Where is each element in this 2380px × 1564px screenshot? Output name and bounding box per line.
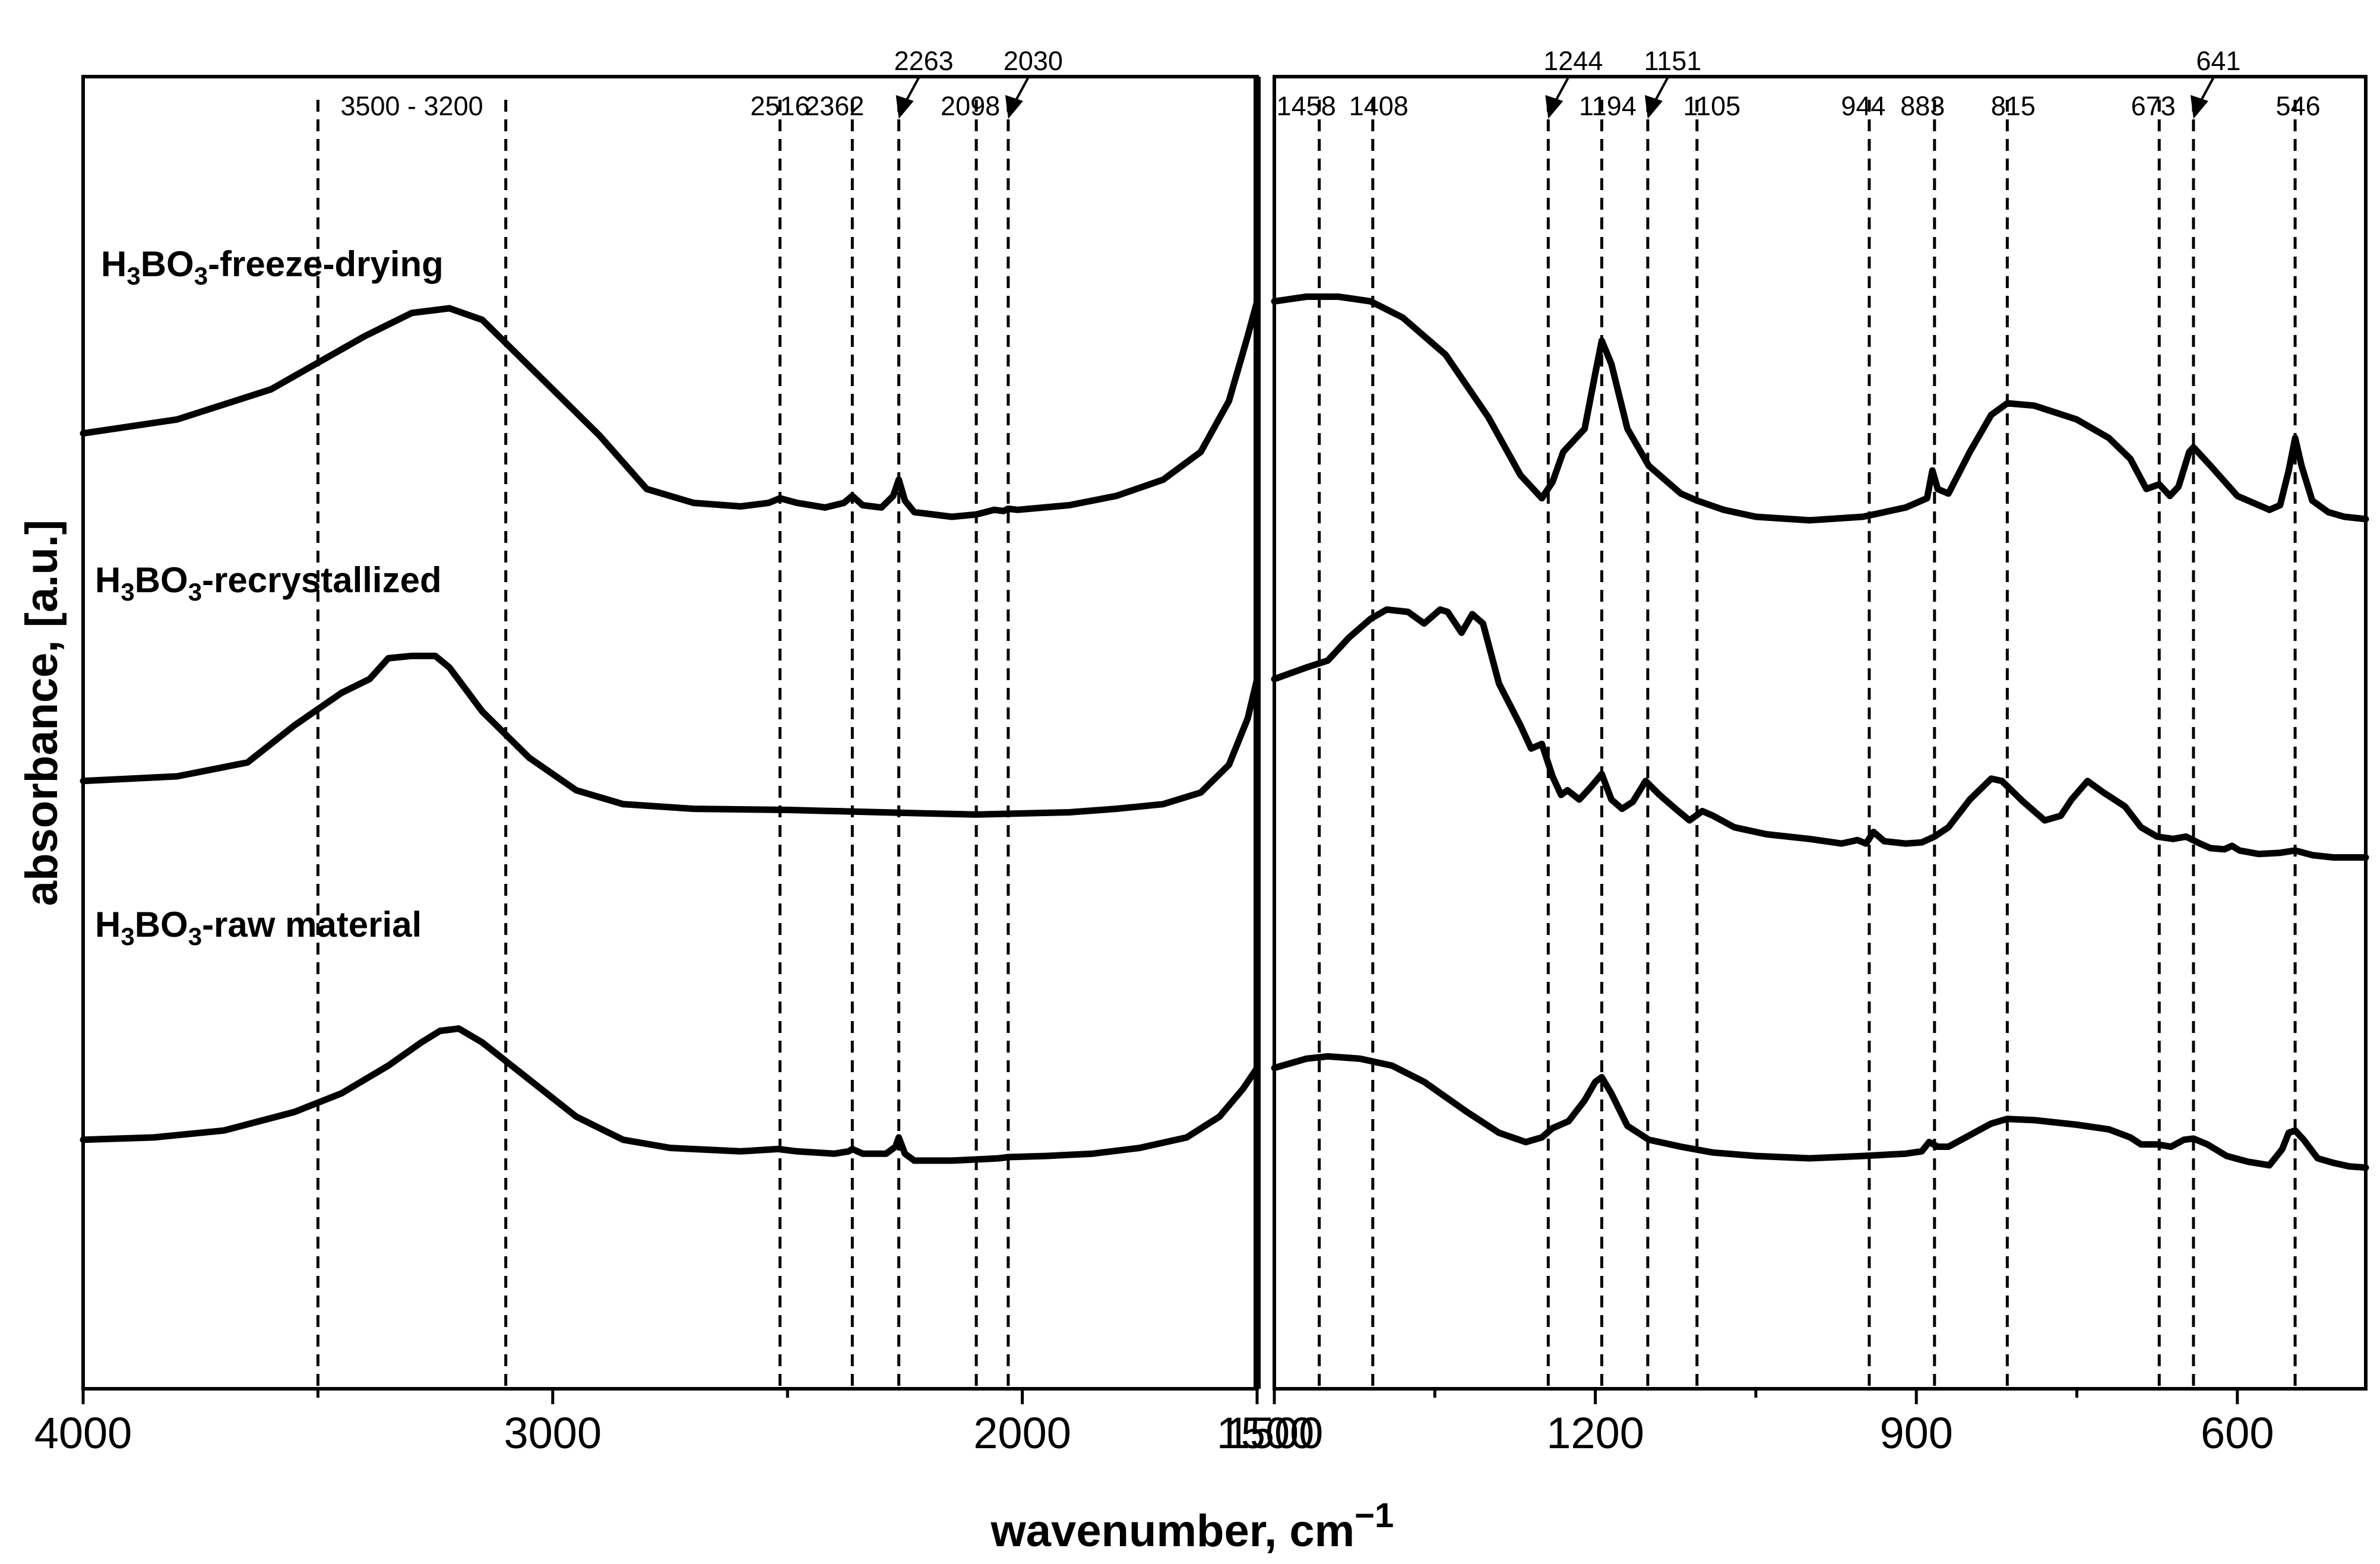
arrow-head-641	[2190, 95, 2208, 119]
tick-label-4000: 4000	[34, 1408, 132, 1458]
spectrum-1	[80, 293, 2369, 524]
peak-label-641: 641	[2196, 46, 2240, 76]
peak-label-2098: 2098	[941, 91, 1000, 121]
peak-label-1151: 1151	[1644, 46, 1701, 76]
peak-label-2263: 2263	[894, 46, 954, 76]
peak-label-2030: 2030	[1004, 46, 1063, 76]
sample-label-3: H3BO3-raw material	[95, 905, 422, 950]
tick-label-1500: 1500	[1217, 1408, 1315, 1458]
spectrum-2	[80, 606, 2369, 861]
tick-label-600: 600	[2201, 1408, 2274, 1458]
peak-label-1244: 1244	[1543, 46, 1603, 76]
sample-label-2: H3BO3-recrystallized	[95, 560, 442, 606]
peak-label-1194: 1194	[1579, 91, 1637, 121]
spectrum-3	[80, 1025, 2369, 1171]
tick-label-1500: 1500	[1226, 1408, 1324, 1458]
x-axis-title: wavenumber, cm−1	[990, 1496, 1394, 1556]
peak-label-883: 883	[1900, 91, 1945, 121]
arrow-head-1151	[1644, 95, 1663, 119]
range-label: 3500 - 3200	[340, 91, 483, 121]
spectra-curves	[80, 293, 2369, 1171]
plot-frames	[81, 75, 2368, 1391]
peak-label-1408: 1408	[1349, 91, 1409, 121]
tick-label-900: 900	[1879, 1408, 1952, 1458]
peak-label-1105: 1105	[1683, 91, 1740, 121]
tick-label-3000: 3000	[504, 1408, 602, 1458]
arrow-head-2263	[895, 95, 914, 119]
tick-label-1200: 1200	[1546, 1408, 1644, 1458]
axis-ticks: 4000 3000 2000 1500 1200 900 600 1500	[34, 1389, 2274, 1458]
peak-label-546: 546	[2276, 91, 2321, 121]
peak-label-1458: 1458	[1277, 91, 1336, 121]
sample-label-1: H3BO3-freeze-drying	[101, 244, 444, 290]
arrow-head-2030	[1005, 95, 1023, 119]
plot-frame-right	[1273, 75, 2368, 1391]
arrow-head-1244	[1545, 95, 1564, 119]
sample-labels: H3BO3-freeze-drying H3BO3-recrystallized H…	[95, 244, 444, 950]
tick-label-2000: 2000	[973, 1408, 1071, 1458]
peak-label-815: 815	[1991, 91, 2036, 121]
peak-label-2362: 2362	[805, 91, 864, 121]
peak-label-673: 673	[2131, 91, 2176, 121]
peak-label-944: 944	[1841, 91, 1885, 121]
peak-label-2516: 2516	[750, 91, 809, 121]
y-axis-title: absorbance, [a.u.]	[17, 520, 67, 906]
reference-lines	[316, 100, 2297, 1389]
